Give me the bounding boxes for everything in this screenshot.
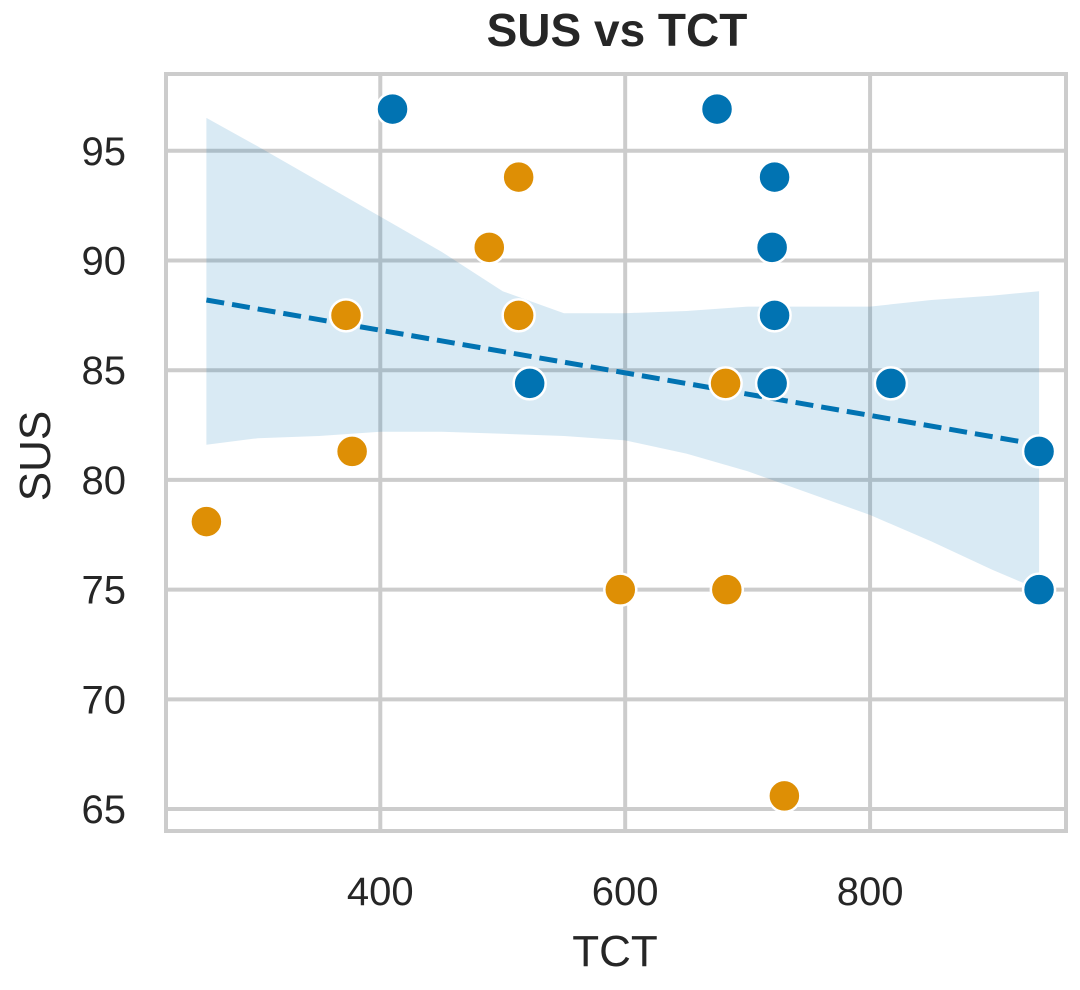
x-tick-labels: 400 600 800 xyxy=(347,870,904,914)
x-tick-label: 400 xyxy=(347,870,414,914)
data-point xyxy=(334,434,370,469)
data-point xyxy=(754,230,790,265)
data-point xyxy=(708,366,743,401)
y-tick-label: 75 xyxy=(82,569,127,613)
y-tick-label: 70 xyxy=(82,678,127,722)
data-point xyxy=(873,366,909,401)
data-point xyxy=(189,504,224,539)
confidence-band-area xyxy=(206,117,1040,590)
data-point xyxy=(501,298,536,333)
data-point xyxy=(699,91,735,127)
y-tick-labels: 65 70 75 80 85 90 95 xyxy=(82,130,127,832)
data-point xyxy=(472,230,507,265)
y-tick-label: 65 xyxy=(82,788,127,832)
y-tick-label: 95 xyxy=(82,130,127,174)
chart-title: SUS vs TCT xyxy=(487,4,748,56)
x-axis-label: TCT xyxy=(572,927,658,976)
data-point xyxy=(1021,434,1057,469)
plot-frame xyxy=(164,72,1068,833)
confidence-band xyxy=(206,117,1040,590)
data-point xyxy=(501,159,536,195)
y-tick-label: 90 xyxy=(82,240,127,284)
data-points xyxy=(189,91,1057,814)
data-point xyxy=(767,778,802,814)
x-tick-label: 800 xyxy=(837,870,904,914)
data-point xyxy=(1021,572,1057,607)
data-point xyxy=(328,298,364,333)
data-point xyxy=(709,572,745,607)
data-point xyxy=(603,572,638,607)
data-point xyxy=(512,366,547,401)
data-point xyxy=(757,159,792,195)
y-axis-label: SUS xyxy=(11,411,60,501)
data-point xyxy=(375,91,410,127)
data-point xyxy=(757,298,792,333)
y-tick-label: 80 xyxy=(82,459,127,503)
y-tick-label: 85 xyxy=(82,349,127,393)
x-tick-label: 600 xyxy=(592,870,659,914)
data-point xyxy=(754,366,790,401)
